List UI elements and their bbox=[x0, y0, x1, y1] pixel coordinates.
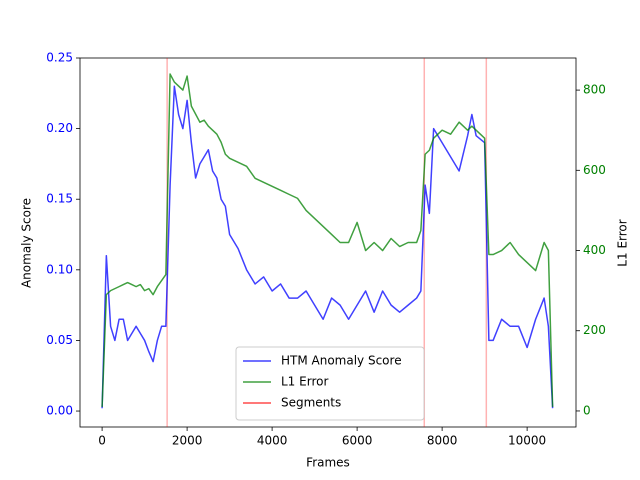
y2-tick-label: 400 bbox=[583, 243, 606, 257]
legend-label: L1 Error bbox=[281, 375, 328, 389]
y2-tick-label: 0 bbox=[583, 403, 591, 417]
y2-tick-label: 800 bbox=[583, 83, 606, 97]
legend-box bbox=[235, 346, 425, 421]
legend-label: HTM Anomaly Score bbox=[281, 354, 402, 368]
x-tick-label: 6000 bbox=[342, 434, 373, 448]
y-tick-label: 0.15 bbox=[46, 192, 73, 206]
x-tick-label: 2000 bbox=[172, 434, 203, 448]
y2-axis-label: L1 Error bbox=[616, 219, 630, 266]
x-tick-label: 4000 bbox=[257, 434, 288, 448]
x-tick-label: 8000 bbox=[427, 434, 458, 448]
legend-label: Segments bbox=[281, 396, 341, 410]
legend: HTM Anomaly Score L1 Error Segments bbox=[235, 346, 425, 421]
y2-tick-label: 600 bbox=[583, 163, 606, 177]
y-tick-label: 0.00 bbox=[46, 404, 73, 418]
y-axis-label: Anomaly Score bbox=[20, 198, 34, 288]
x-tick-label: 0 bbox=[98, 434, 106, 448]
y-tick-label: 0.25 bbox=[46, 51, 73, 65]
y-tick-label: 0.20 bbox=[46, 121, 73, 135]
y-tick-label: 0.05 bbox=[46, 333, 73, 347]
data-line bbox=[101, 73, 554, 407]
x-tick-label: 10000 bbox=[508, 434, 546, 448]
x-axis-label: Frames bbox=[306, 456, 350, 470]
plot-frame bbox=[79, 57, 577, 428]
y-tick-label: 0.10 bbox=[46, 262, 73, 276]
y2-tick-label: 200 bbox=[583, 323, 606, 337]
data-line bbox=[101, 85, 554, 409]
